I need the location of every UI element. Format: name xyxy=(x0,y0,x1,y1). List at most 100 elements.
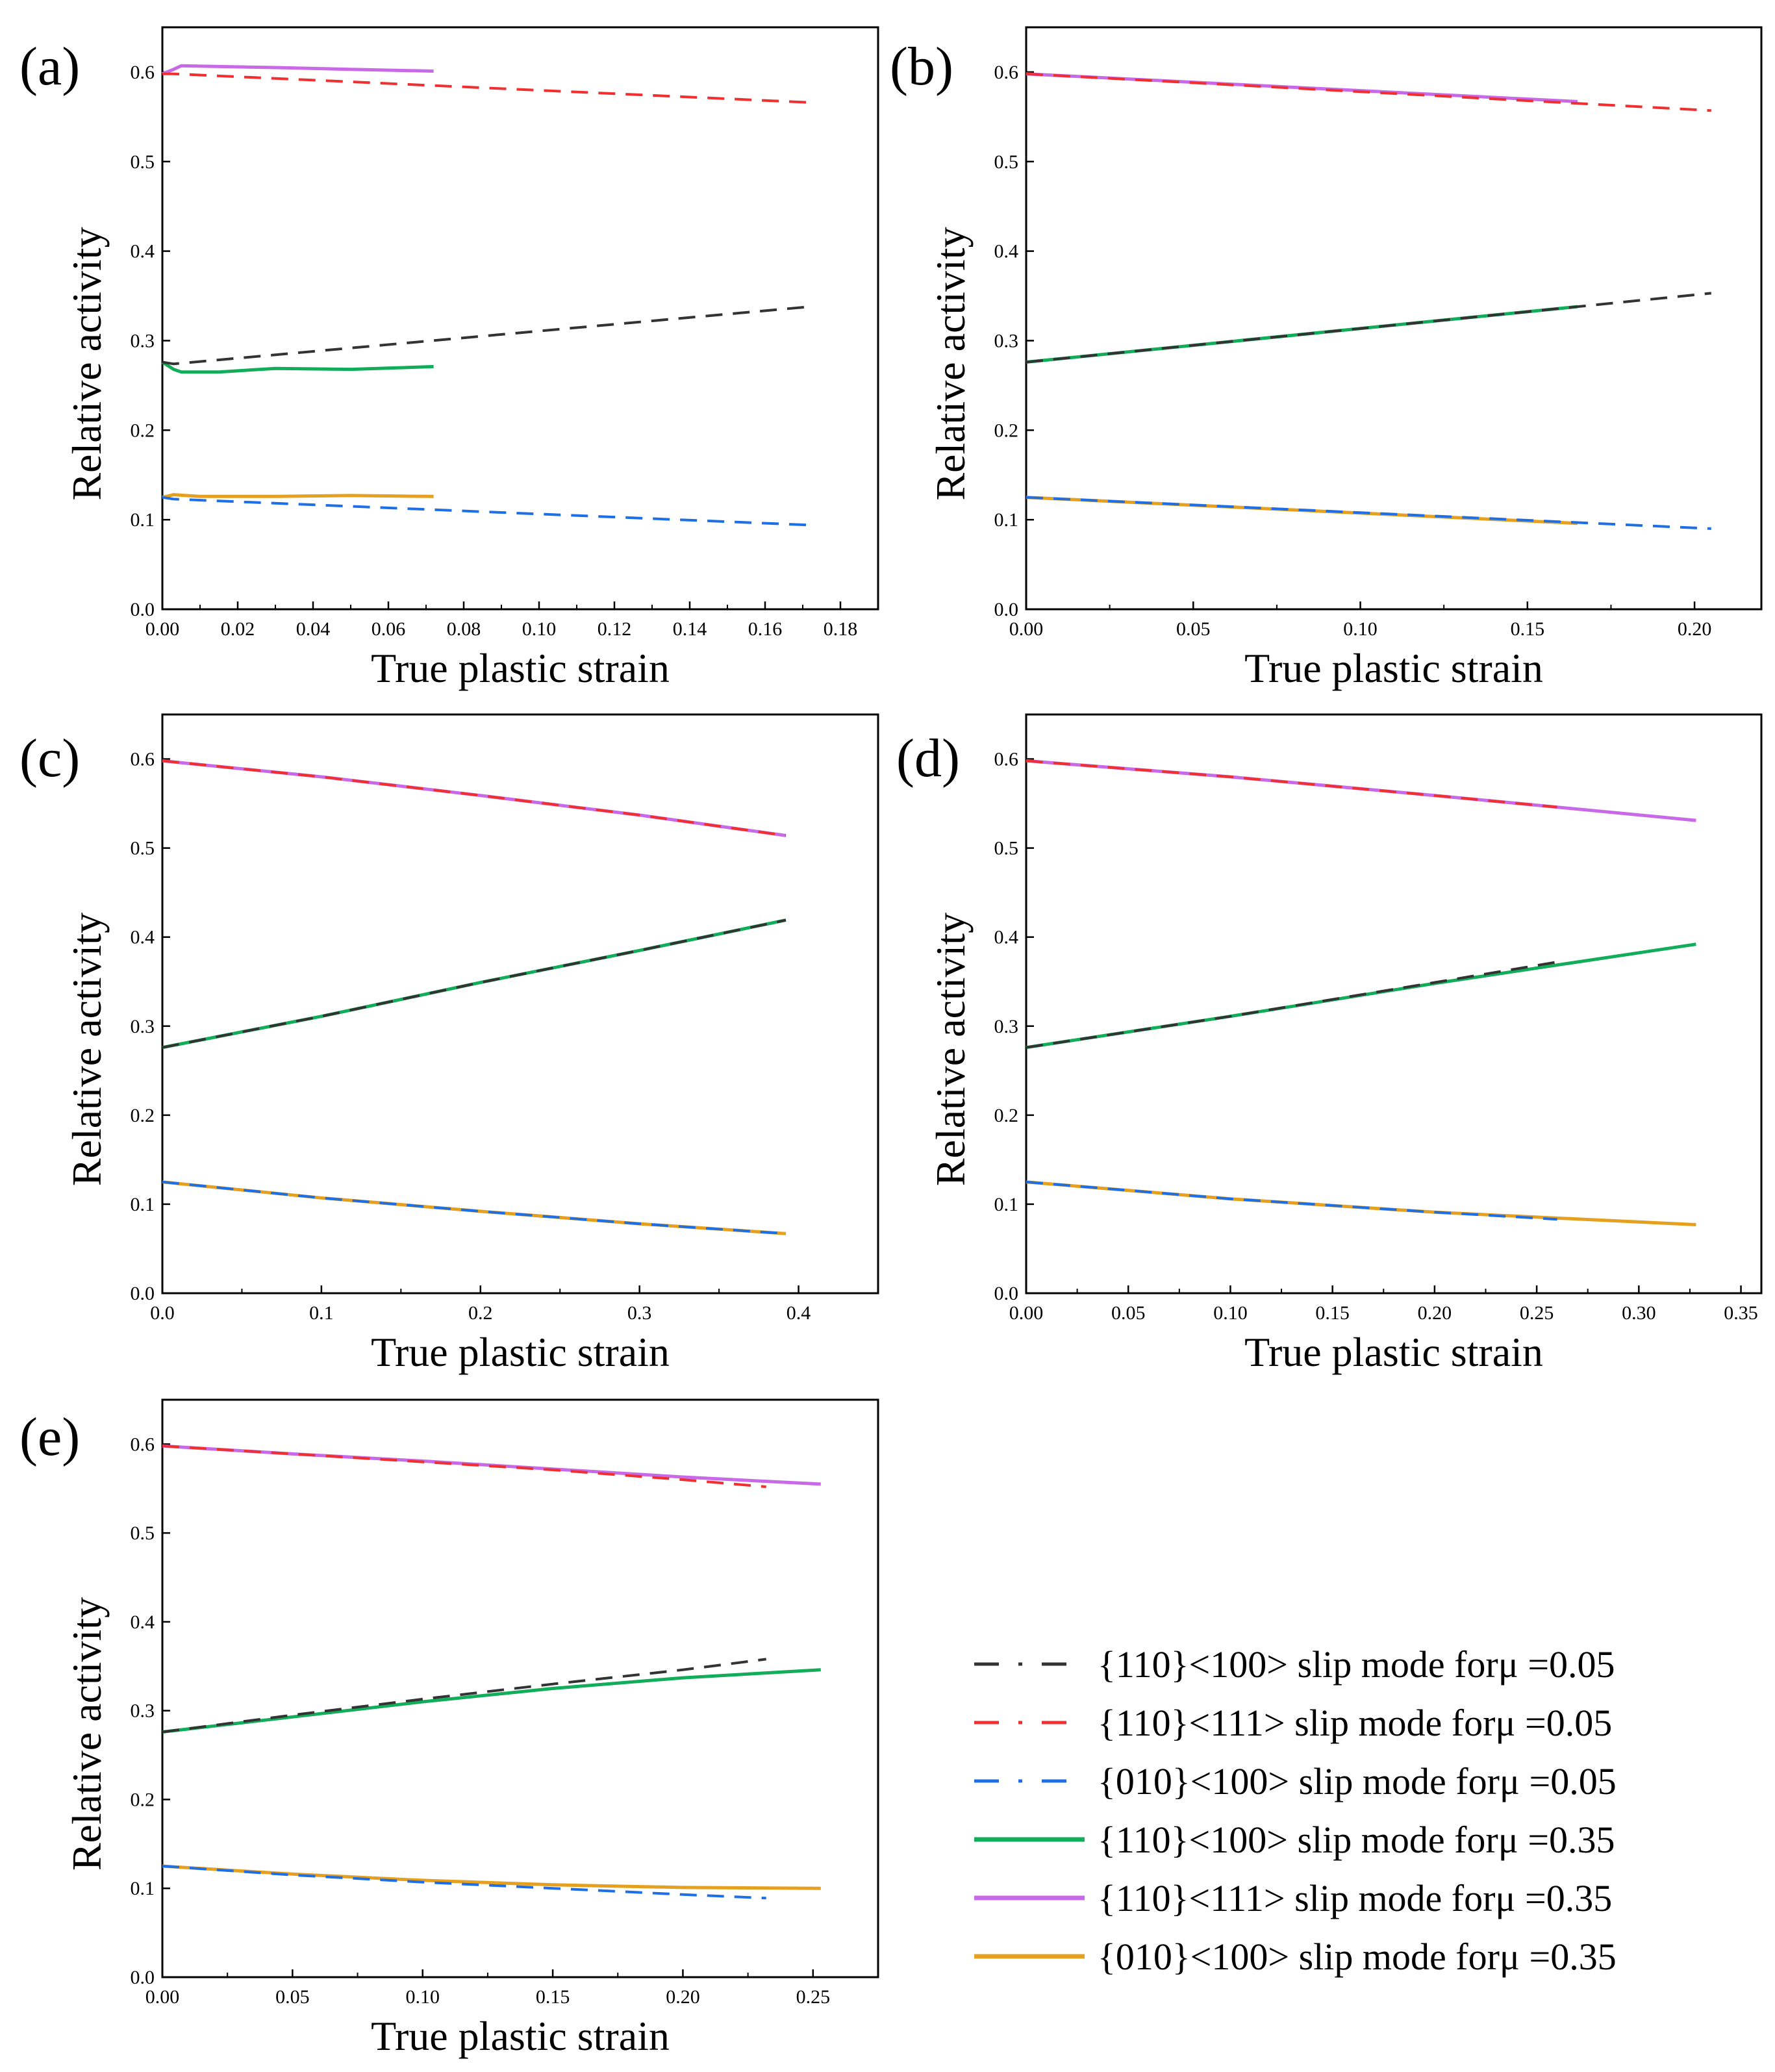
y-tick-label: 0.0 xyxy=(131,599,155,620)
x-tick-label: 0.00 xyxy=(1009,618,1044,640)
x-tick-label: 0.16 xyxy=(748,618,783,640)
chart-panel: 0.0 0.1 0.2 0.3 0.4 0.5 0.6 0.0 0.1 0.2 0.3 0.4 True… xyxy=(19,713,879,1375)
y-tick-label: 0.4 xyxy=(994,241,1019,262)
series-line xyxy=(162,1668,821,1734)
x-tick-label: 0.1 xyxy=(309,1302,334,1324)
x-axis-title: True plastic strain xyxy=(1244,645,1543,691)
y-tick-label: 0.6 xyxy=(131,1434,155,1455)
series-line xyxy=(1026,759,1557,809)
panel-label: (e) xyxy=(19,1407,80,1467)
y-tick-label: 0.5 xyxy=(994,151,1019,173)
x-tick-label: 0.20 xyxy=(1418,1302,1452,1324)
y-tick-label: 0.6 xyxy=(131,62,155,83)
x-tick-label: 0.25 xyxy=(796,1986,831,2008)
y-tick-label: 0.5 xyxy=(131,151,155,173)
x-axis-title: True plastic strain xyxy=(371,2013,670,2059)
x-tick-label: 0.18 xyxy=(824,618,858,640)
y-tick-label: 0.3 xyxy=(994,330,1019,351)
series-line xyxy=(1026,72,1711,112)
series-line xyxy=(162,64,434,76)
legend: {110}<100> slip mode forμ =0.05 {110}<111… xyxy=(974,1643,1617,1978)
series-line xyxy=(162,918,787,1050)
x-tick-label: 0.10 xyxy=(522,618,557,640)
y-tick-label: 0.5 xyxy=(994,838,1019,859)
series-line xyxy=(162,1180,787,1235)
x-tick-label: 0.20 xyxy=(1678,618,1712,640)
y-tick-label: 0.4 xyxy=(131,1611,155,1633)
series-line xyxy=(1026,1180,1557,1221)
x-tick-label: 0.2 xyxy=(468,1302,493,1324)
y-axis-title: Relative activity xyxy=(64,227,110,500)
x-tick-label: 0.00 xyxy=(145,1986,180,2008)
y-axis-title: Relative activity xyxy=(927,913,974,1186)
series-line xyxy=(162,759,787,837)
x-tick-label: 0.10 xyxy=(1343,618,1378,640)
series-line xyxy=(162,1658,766,1734)
series-line xyxy=(1026,1180,1696,1226)
y-tick-label: 0.5 xyxy=(131,838,155,859)
plot-frame xyxy=(1025,26,1763,611)
x-tick-label: 0.15 xyxy=(1315,1302,1350,1324)
x-tick-label: 0.10 xyxy=(405,1986,440,2008)
x-tick-label: 0.15 xyxy=(1511,618,1545,640)
y-tick-label: 0.2 xyxy=(131,1105,155,1126)
y-tick-label: 0.0 xyxy=(131,1967,155,1988)
y-tick-label: 0.4 xyxy=(131,241,155,262)
plot-frame xyxy=(161,713,879,1295)
y-tick-label: 0.2 xyxy=(131,1789,155,1810)
chart-panel: 0.0 0.1 0.2 0.3 0.4 0.5 0.6 0.00 0.05 0.10 0.15 0.2… xyxy=(896,713,1763,1375)
plot-frame xyxy=(1025,713,1763,1295)
x-tick-label: 0.15 xyxy=(536,1986,570,2008)
y-tick-label: 0.4 xyxy=(131,927,155,948)
y-tick-label: 0.4 xyxy=(994,927,1019,948)
y-tick-label: 0.6 xyxy=(994,62,1019,83)
panel-label: (a) xyxy=(19,36,80,97)
y-tick-label: 0.1 xyxy=(131,1194,155,1215)
plot-frame xyxy=(161,26,879,611)
x-tick-label: 0.20 xyxy=(666,1986,700,2008)
chart-panel: 0.0 0.1 0.2 0.3 0.4 0.5 0.6 0.00 0.02 0.04 0.06 0.0… xyxy=(19,26,879,691)
y-tick-label: 0.0 xyxy=(994,599,1019,620)
x-axis-title: True plastic strain xyxy=(371,1329,670,1375)
x-tick-label: 0.04 xyxy=(296,618,331,640)
series-line xyxy=(1026,292,1712,364)
legend-label: {110}<100> slip mode forμ =0.05 xyxy=(1098,1643,1615,1686)
y-tick-label: 0.3 xyxy=(131,1016,155,1037)
y-tick-label: 0.3 xyxy=(131,1700,155,1722)
series-line xyxy=(162,72,811,104)
legend-label: {010}<100> slip mode forμ =0.05 xyxy=(1098,1760,1617,1802)
y-tick-label: 0.0 xyxy=(994,1283,1019,1304)
y-tick-label: 0.1 xyxy=(994,1194,1019,1215)
plot-frame xyxy=(161,1398,879,1978)
x-tick-label: 0.0 xyxy=(150,1302,175,1324)
x-axis-title: True plastic strain xyxy=(1244,1329,1543,1375)
x-tick-label: 0.00 xyxy=(1009,1302,1044,1324)
x-tick-label: 0.14 xyxy=(673,618,707,640)
y-tick-label: 0.6 xyxy=(131,749,155,770)
panel-label: (b) xyxy=(890,36,953,97)
y-tick-label: 0.2 xyxy=(131,420,155,441)
x-tick-label: 0.12 xyxy=(598,618,632,640)
legend-label: {110}<111> slip mode forμ =0.35 xyxy=(1098,1877,1612,1919)
y-tick-label: 0.0 xyxy=(131,1283,155,1304)
y-axis-title: Relative activity xyxy=(64,913,110,1186)
x-tick-label: 0.06 xyxy=(371,618,406,640)
series-line xyxy=(162,1445,766,1488)
x-tick-label: 0.4 xyxy=(787,1302,811,1324)
series-line xyxy=(1026,961,1557,1049)
series-line xyxy=(162,496,811,527)
x-tick-label: 0.10 xyxy=(1213,1302,1248,1324)
y-tick-label: 0.2 xyxy=(994,1105,1019,1126)
chart-panel: 0.0 0.1 0.2 0.3 0.4 0.5 0.6 0.00 0.05 0.10 0.15 0.2… xyxy=(19,1398,879,2059)
y-axis-title: Relative activity xyxy=(927,227,974,500)
chart-panel: 0.0 0.1 0.2 0.3 0.4 0.5 0.6 0.00 0.05 0.10 0.15 0.2… xyxy=(890,26,1763,691)
panel-label: (d) xyxy=(896,728,960,789)
x-tick-label: 0.25 xyxy=(1520,1302,1554,1324)
x-axis-title: True plastic strain xyxy=(371,645,670,691)
x-tick-label: 0.30 xyxy=(1622,1302,1656,1324)
series-line xyxy=(162,493,434,499)
x-tick-label: 0.08 xyxy=(447,618,481,640)
series-line xyxy=(1026,496,1711,530)
x-tick-label: 0.05 xyxy=(1176,618,1211,640)
